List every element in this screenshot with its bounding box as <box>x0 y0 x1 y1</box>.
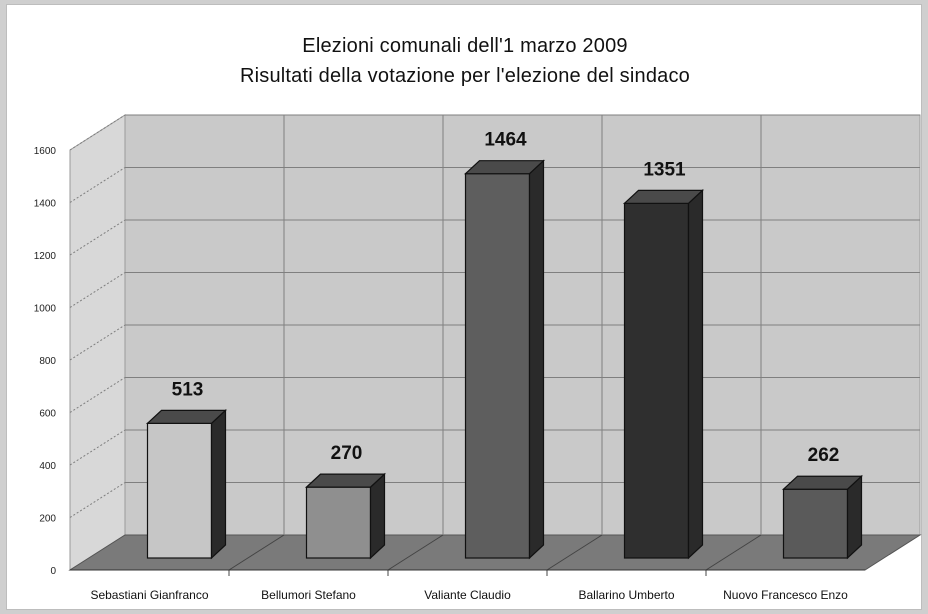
bar-front <box>146 422 213 559</box>
bar-side <box>210 408 227 560</box>
floor-divider <box>228 534 285 571</box>
gridline-side <box>69 219 126 256</box>
x-category-label: Bellumori Stefano <box>261 588 356 602</box>
y-tick-label: 1600 <box>34 146 57 157</box>
bar-front <box>782 488 849 559</box>
y-tick-label: 1400 <box>34 199 57 210</box>
bar-side <box>687 188 704 560</box>
bar-front <box>623 202 690 559</box>
bar-value-label: 262 <box>808 445 840 466</box>
bar-value-label: 270 <box>331 443 363 464</box>
bar-front <box>464 173 531 559</box>
bar-top <box>622 189 705 204</box>
x-category-label: Ballarino Umberto <box>578 588 674 602</box>
bar-front <box>305 486 372 559</box>
bar-value-label: 1464 <box>484 130 527 151</box>
bar-top <box>145 409 228 424</box>
gridline-side <box>69 167 126 203</box>
bar-top <box>304 473 387 488</box>
chart-title: Elezioni comunali dell'1 marzo 2009 <box>302 35 628 57</box>
gridline-side <box>69 377 126 413</box>
x-category-label: Nuovo Francesco Enzo <box>723 588 848 602</box>
y-tick-label: 200 <box>39 514 56 525</box>
floor-divider <box>546 534 603 571</box>
x-category-label: Sebastiani Gianfranco <box>90 588 208 602</box>
y-tick-label: 600 <box>39 409 56 420</box>
y-tick-label: 1000 <box>34 304 57 315</box>
bar-side <box>528 159 545 560</box>
y-tick-label: 0 <box>50 566 56 577</box>
y-tick-label: 1200 <box>34 251 57 262</box>
x-category-label: Valiante Claudio <box>424 588 511 602</box>
gridline-side <box>69 324 126 361</box>
y-tick-label: 800 <box>39 356 56 367</box>
gridline-side <box>69 114 126 151</box>
y-tick-label: 400 <box>39 461 56 472</box>
chart-subtitle: Risultati della votazione per l'elezione… <box>239 65 691 87</box>
gridline-side <box>69 272 126 308</box>
floor-divider <box>705 534 762 571</box>
floor-divider <box>387 534 444 571</box>
bar-side <box>846 474 863 560</box>
gridline-side <box>69 482 126 518</box>
bar-top <box>463 160 546 175</box>
bar-top <box>781 475 864 490</box>
gridline-side <box>69 429 126 466</box>
bar-value-label: 513 <box>172 379 204 400</box>
bar-value-label: 1351 <box>643 159 686 180</box>
bar-side <box>369 472 386 560</box>
